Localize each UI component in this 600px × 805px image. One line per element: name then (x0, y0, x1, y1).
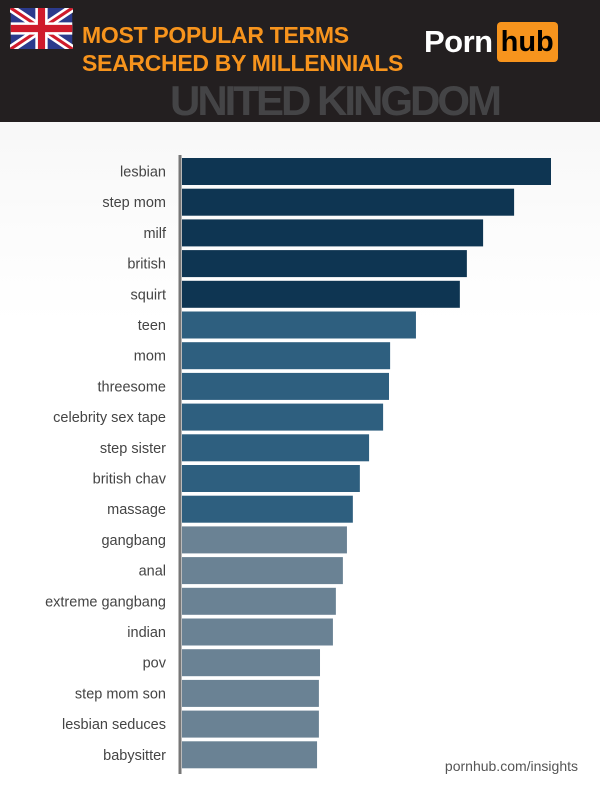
category-label: celebrity sex tape (53, 410, 166, 426)
pornhub-logo: Porn hub (424, 22, 558, 62)
uk-flag-icon (10, 8, 73, 49)
bar (182, 188, 515, 216)
category-label: step mom son (75, 686, 166, 702)
bar (182, 710, 319, 738)
bar (182, 741, 318, 769)
category-label: pov (143, 656, 167, 672)
bar (182, 158, 551, 185)
category-label: lesbian (120, 165, 166, 181)
category-label: british chav (93, 472, 167, 488)
bar (182, 280, 460, 308)
category-label: indian (127, 625, 166, 641)
title-line-1: MOST POPULAR TERMS (82, 22, 349, 48)
bar (182, 372, 390, 400)
category-label: lesbian seduces (62, 717, 166, 733)
bar (182, 557, 343, 585)
category-label: squirt (131, 287, 166, 303)
bar (182, 526, 347, 554)
bar (182, 403, 384, 431)
bar (182, 649, 321, 677)
bar (182, 618, 333, 646)
category-label: teen (138, 318, 166, 334)
category-label: gangbang (101, 533, 166, 549)
category-label: milf (143, 226, 167, 242)
bar (182, 434, 370, 462)
category-label: mom (134, 349, 166, 365)
bar (182, 465, 360, 492)
bar (182, 679, 319, 707)
category-label: step mom (102, 195, 166, 211)
country-watermark: UNITED KINGDOM (170, 77, 502, 122)
bar (182, 342, 391, 370)
category-label: babysitter (103, 748, 166, 764)
header: UNITED KINGDOM MOST POPULAR TERMS SEARCH… (0, 0, 600, 122)
source-footer: pornhub.com/insights (444, 758, 578, 774)
category-label: threesome (97, 379, 166, 395)
category-label: step sister (100, 441, 166, 457)
category-label: extreme gangbang (45, 594, 166, 610)
logo-hub: hub (496, 22, 558, 62)
bar (182, 587, 336, 615)
bar (182, 311, 416, 339)
bar (182, 495, 353, 523)
bar (182, 250, 467, 278)
bar (182, 219, 484, 247)
category-label: british (127, 257, 166, 273)
logo-porn: Porn (424, 24, 493, 59)
title-line-2: SEARCHED BY MILLENNIALS (82, 50, 404, 76)
category-label: anal (139, 564, 166, 580)
category-label: massage (107, 502, 166, 518)
